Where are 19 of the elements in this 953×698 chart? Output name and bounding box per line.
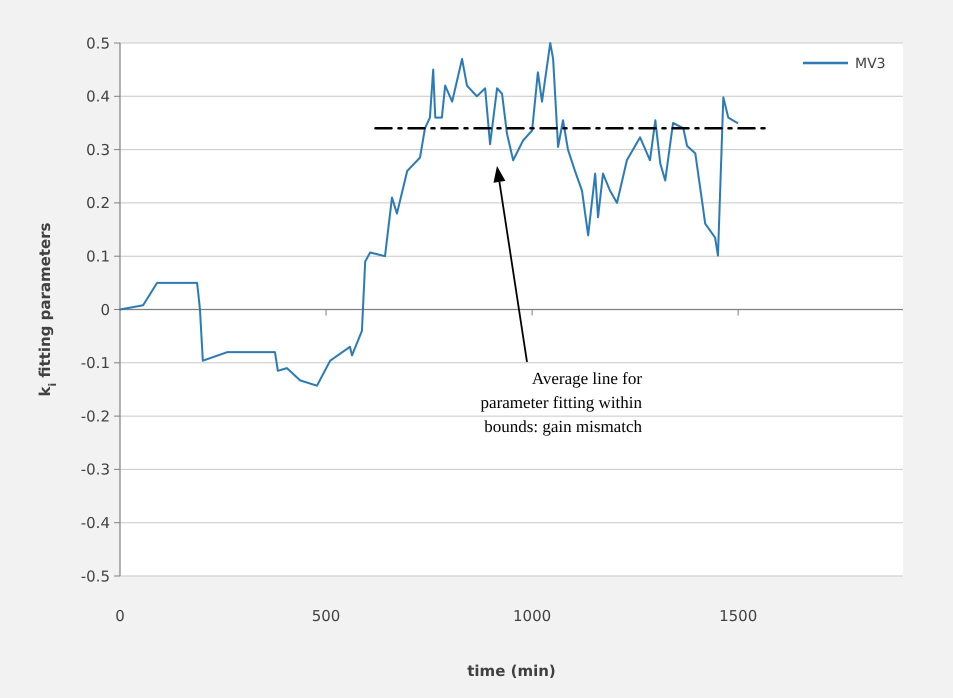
x-tick-label: 1000 [513,607,552,625]
x-tick-label: 1500 [719,607,758,625]
y-tick-label: -0.2 [80,407,110,426]
y-tick-label: 0.4 [86,88,110,106]
y-tick-label: -0.1 [80,354,110,372]
x-axis-title: time (min) [467,662,556,680]
y-tick-label: 0 [100,300,110,319]
line-series [119,42,738,387]
x-tick-label: 0 [115,607,125,625]
x-tick-label: 500 [312,607,340,625]
y-tick-label: 0.2 [86,194,110,212]
y-tick-label: -0.5 [80,567,110,586]
y-tick-label: 0.3 [86,140,110,159]
y-tick-label: -0.3 [80,460,110,479]
annotation: Average line for parameter fitting within bounds: gain mismatch [480,369,642,436]
y-tick-label: 0.1 [86,247,110,266]
y-tick-label: -0.4 [80,514,110,532]
y-tick-label: 0.5 [86,34,110,52]
legend-label: MV3 [855,56,886,72]
